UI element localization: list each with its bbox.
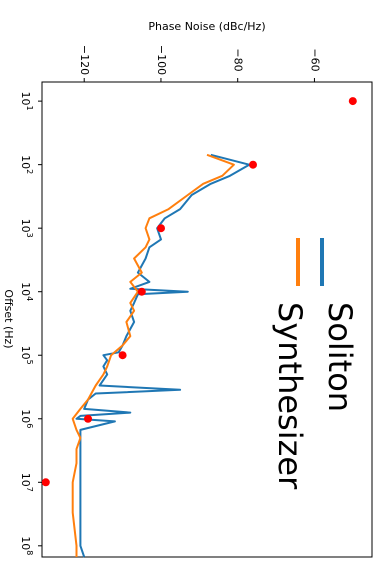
y-tick-label: −100	[155, 45, 168, 75]
x-tick-label: 102	[19, 155, 34, 174]
x-axis-ticks: 101 102 103 104 105 106 107 108	[19, 92, 42, 555]
y-tick-label: −60	[308, 48, 321, 71]
reference-marker-point	[157, 224, 165, 233]
legend: Soliton Synthesizer	[271, 238, 359, 490]
legend-label-synthesizer: Synthesizer	[271, 302, 309, 490]
plot-frame	[41, 81, 373, 558]
x-tick-label: 101	[19, 92, 34, 111]
reference-markers	[41, 97, 357, 487]
reference-marker-point	[137, 287, 146, 296]
series-line-soliton	[75, 153, 251, 558]
y-axis-label: Phase Noise (dBc/Hz)	[148, 20, 265, 33]
y-tick-label: −120	[78, 45, 91, 75]
x-tick-label: 107	[19, 473, 34, 492]
reference-marker-point	[84, 414, 92, 423]
y-tick-label: −80	[232, 48, 245, 71]
x-tick-label: 106	[19, 409, 34, 428]
x-tick-label: 105	[19, 346, 34, 365]
legend-label-soliton: Soliton	[321, 302, 359, 412]
series-line-synthesizer	[71, 153, 235, 557]
series-layer	[71, 153, 251, 558]
reference-marker-point	[348, 97, 357, 106]
reference-marker-point	[41, 478, 50, 487]
x-tick-label: 103	[19, 219, 34, 238]
x-tick-label: 104	[19, 282, 34, 301]
reference-marker-point	[249, 160, 257, 169]
x-axis-label: Offset (Hz)	[2, 289, 15, 348]
y-axis-ticks: −120 −100 −80 −60	[78, 45, 321, 82]
reference-marker-point	[118, 351, 127, 360]
x-tick-label: 108	[19, 536, 34, 555]
